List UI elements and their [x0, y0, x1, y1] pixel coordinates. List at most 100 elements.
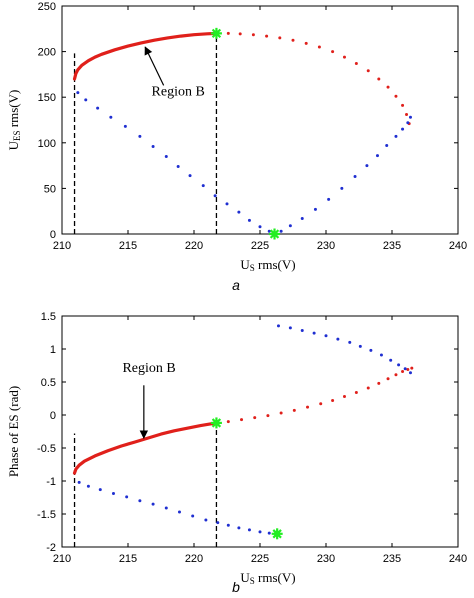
data-point-blue	[300, 329, 304, 333]
data-point-blue	[216, 521, 220, 525]
x-axis-label: US rms(V)	[240, 570, 295, 586]
operating-point-marker	[210, 27, 222, 39]
data-point-red	[342, 55, 346, 59]
data-point-blue	[176, 165, 180, 169]
data-point-blue	[300, 216, 304, 220]
data-point-red	[292, 408, 296, 412]
data-point-blue	[188, 174, 192, 178]
data-point-blue	[96, 106, 100, 110]
region-b-label: Region B	[152, 84, 205, 99]
data-point-blue	[394, 134, 398, 138]
data-point-red	[394, 373, 398, 377]
data-point-red	[401, 103, 405, 107]
x-tick-label: 225	[251, 240, 269, 252]
data-point-red	[410, 366, 414, 370]
data-point-blue	[406, 121, 410, 125]
data-point-red	[405, 113, 409, 117]
data-point-blue	[164, 154, 168, 158]
data-point-red	[331, 50, 335, 54]
data-point-red	[278, 36, 282, 40]
data-point-blue	[358, 344, 362, 348]
data-point-blue	[151, 502, 155, 506]
data-point-blue	[267, 531, 271, 535]
x-tick-label: 215	[119, 240, 137, 252]
data-point-red	[377, 381, 381, 385]
data-point-red	[406, 367, 410, 371]
chart-panel-a: 210 215 220 225 230 235 240 0 50 100 150 200 250 US r…	[6, 1, 467, 293]
y-axis-label: Phase of ES (rad)	[6, 386, 21, 477]
data-point-red	[354, 391, 358, 395]
data-point-blue	[76, 91, 80, 95]
data-point-blue	[191, 514, 195, 518]
data-point-blue	[109, 115, 113, 119]
data-point-blue	[408, 371, 412, 375]
data-point-blue	[237, 526, 241, 530]
data-point-red	[377, 77, 381, 81]
data-point-blue	[123, 124, 127, 128]
data-point-red	[386, 85, 390, 89]
operating-point-marker	[271, 528, 283, 540]
x-tick-label: 210	[53, 240, 71, 252]
series-line-red	[72, 31, 218, 81]
operating-point-marker	[210, 417, 222, 429]
data-point-red	[317, 45, 321, 49]
data-point-blue	[225, 202, 229, 206]
y-tick-label: -0.5	[37, 443, 56, 455]
panel-label-b: b	[232, 579, 240, 595]
y-tick-label: 0	[50, 410, 56, 422]
data-point-blue	[336, 337, 340, 341]
data-point-red	[306, 405, 310, 409]
x-tick-label: 230	[317, 240, 335, 252]
y-tick-label: 1.5	[41, 311, 56, 323]
data-point-blue	[226, 523, 230, 527]
y-axis-label: UES rms(V)	[6, 90, 22, 151]
data-point-blue	[138, 134, 142, 138]
data-point-blue	[258, 225, 262, 229]
x-tick-label: 240	[449, 240, 467, 252]
x-tick-label: 210	[53, 553, 71, 565]
x-tick-label: 235	[383, 553, 401, 565]
x-tick-label: 215	[119, 553, 137, 565]
data-point-red	[342, 395, 346, 399]
y-tick-label: -2	[46, 542, 56, 554]
data-point-blue	[324, 334, 328, 338]
data-point-blue	[247, 218, 251, 222]
data-point-blue	[288, 224, 292, 228]
data-point-blue	[401, 127, 405, 131]
y-tick-label: 150	[38, 92, 56, 104]
data-point-red	[291, 38, 295, 42]
series-line-red	[72, 421, 218, 475]
data-point-blue	[201, 184, 205, 188]
y-tick-label: -1	[46, 476, 56, 488]
data-point-blue	[213, 194, 217, 198]
y-tick-label: 50	[44, 183, 56, 195]
data-point-red	[226, 420, 230, 424]
data-point-red	[253, 416, 257, 420]
data-point-blue	[84, 98, 88, 102]
plot-frame	[61, 315, 459, 548]
data-point-blue	[313, 207, 317, 211]
data-point-blue	[125, 495, 129, 499]
panel-label-a: a	[232, 277, 240, 293]
data-point-blue	[353, 175, 357, 179]
data-point-red	[226, 31, 230, 35]
data-point-blue	[288, 326, 292, 330]
data-point-blue	[379, 353, 383, 357]
data-point-blue	[389, 358, 393, 362]
y-tick-label: 100	[38, 138, 56, 150]
data-point-blue	[348, 340, 352, 344]
plot-frame	[61, 5, 459, 235]
data-point-blue	[164, 506, 168, 510]
data-point-red	[366, 69, 370, 73]
data-point-red	[394, 94, 398, 98]
data-point-blue	[276, 324, 280, 328]
data-point-red	[319, 402, 323, 406]
data-point-blue	[77, 480, 81, 484]
data-point-red	[240, 418, 244, 422]
data-point-red	[266, 414, 270, 418]
data-point-blue	[98, 488, 102, 492]
data-point-blue	[279, 229, 283, 233]
data-point-red	[401, 369, 405, 373]
data-point-blue	[327, 197, 331, 201]
